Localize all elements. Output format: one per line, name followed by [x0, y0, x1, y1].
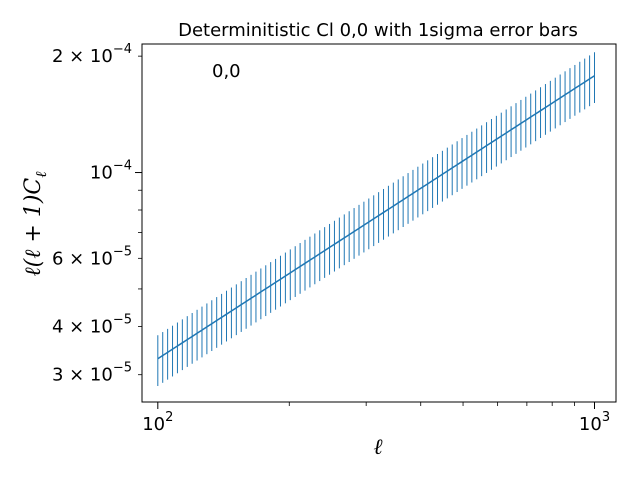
y-tick-label: 3 × 10−5 [52, 361, 132, 386]
y-tick-label: 10−4 [90, 159, 132, 184]
x-axis-label: ℓ [373, 435, 383, 460]
series-line [157, 75, 595, 360]
y-tick-label: 2 × 10−4 [52, 42, 132, 67]
annotation-label: 0,0 [212, 61, 241, 82]
x-tick-label: 102 [142, 410, 173, 435]
plot-frame [141, 43, 617, 403]
axis-ticks: 102 103 3 × 10−5 4 × 10−5 6 × 10−5 10−4 2 × 10… [52, 42, 610, 435]
svg-text:ℓ(ℓ + 1)Cℓ: ℓ(ℓ + 1)Cℓ [21, 172, 50, 277]
y-tick-label: 6 × 10−5 [52, 244, 132, 269]
y-tick-label: 4 × 10−5 [52, 312, 132, 337]
chart-title: Determinitistic Cl 0,0 with 1sigma error… [178, 20, 578, 41]
x-tick-label: 103 [579, 410, 610, 435]
plot-layer [157, 52, 596, 386]
y-axis-label: ℓ(ℓ + 1)Cℓ [21, 172, 50, 277]
